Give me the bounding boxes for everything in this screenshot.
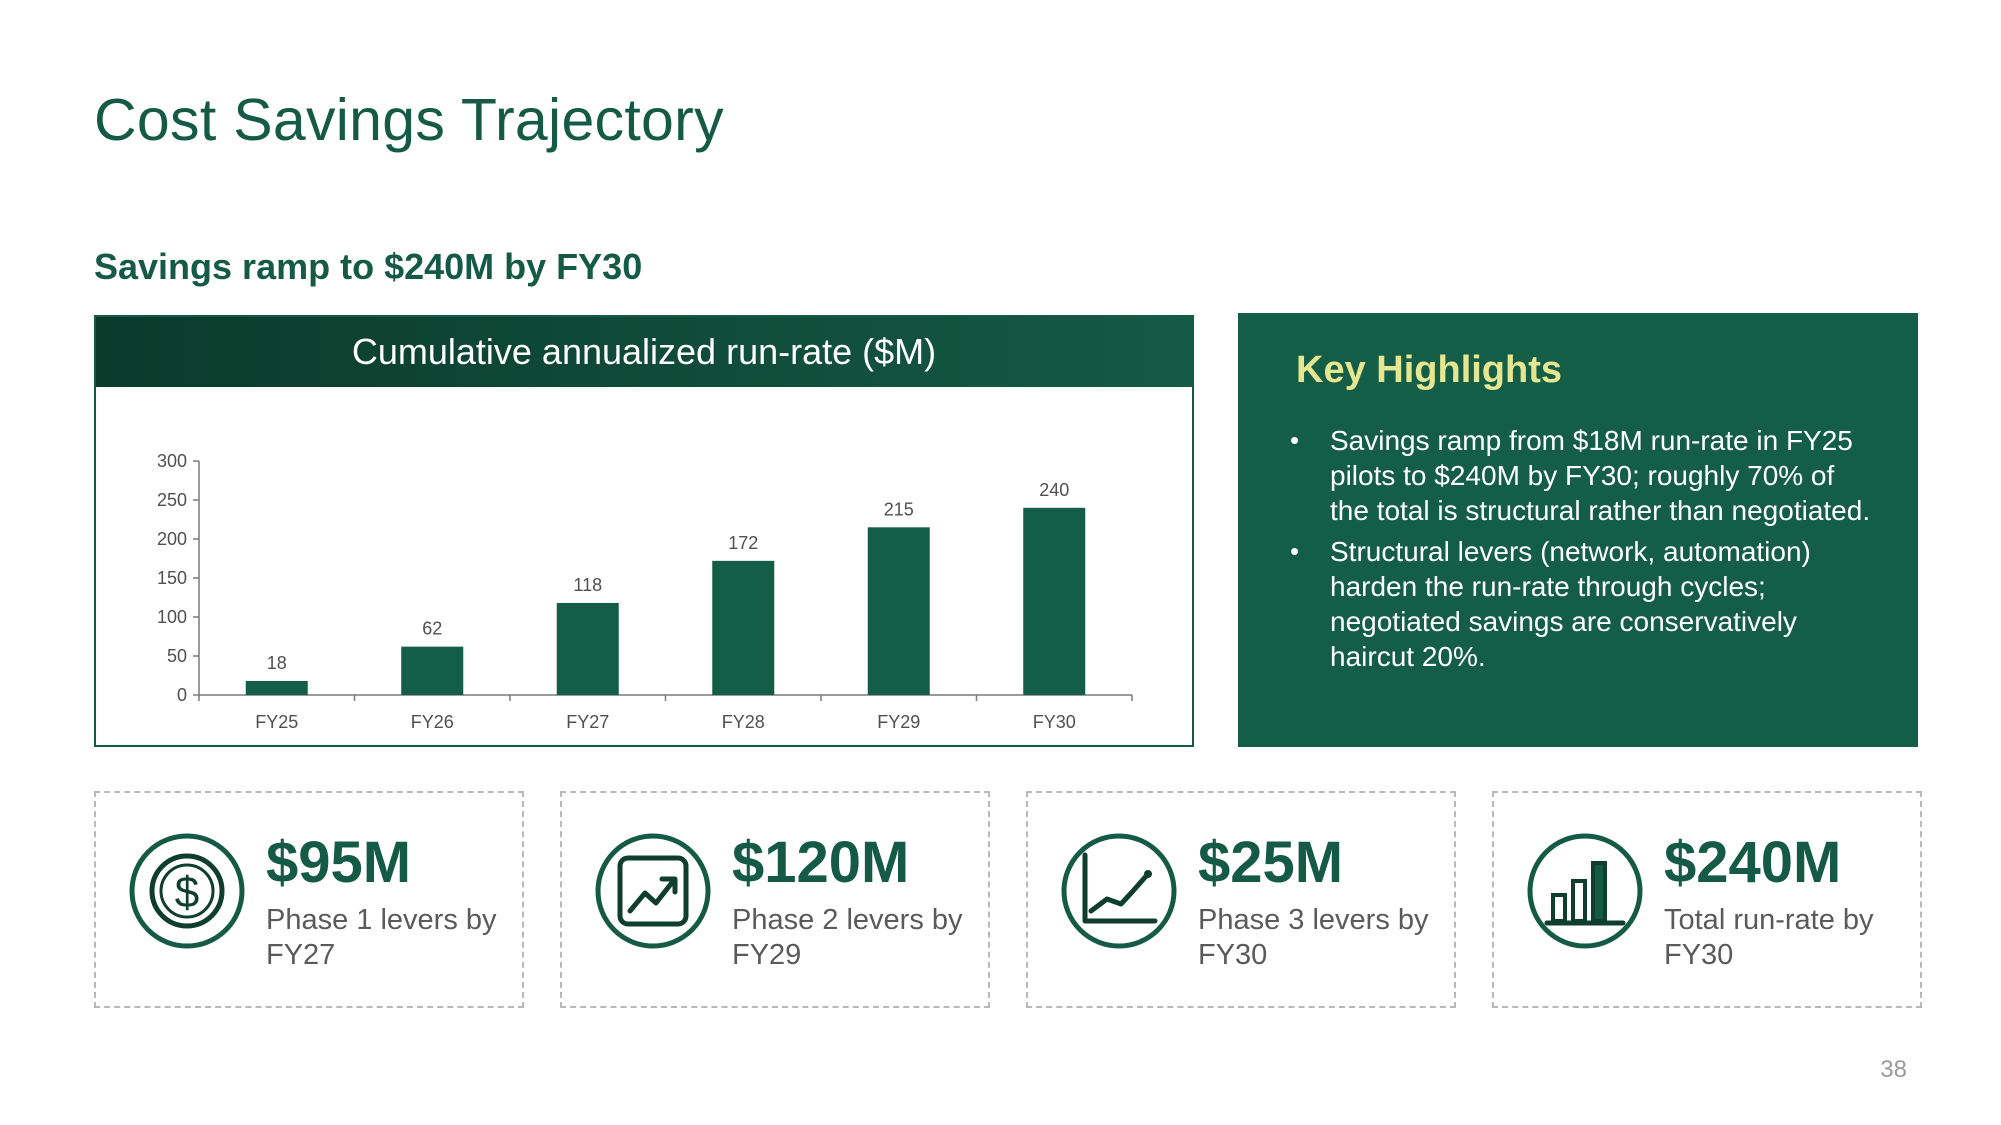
key-highlights-title: Key Highlights <box>1296 349 1563 391</box>
x-tick-label: FY27 <box>566 712 609 732</box>
y-tick-label: 300 <box>157 451 187 471</box>
y-tick-label: 250 <box>157 490 187 510</box>
chart-header: Cumulative annualized run-rate ($M) <box>96 317 1192 387</box>
bar-fy30 <box>1023 507 1086 695</box>
svg-text:$: $ <box>175 868 199 917</box>
bar-chart: 0 50 100 150 200 250 300 18 FY25 62 FY26 118 FY27 172… <box>157 451 1133 732</box>
y-tick-label: 100 <box>157 607 187 627</box>
kpi-label: Phase 2 levers by FY29 <box>732 904 963 971</box>
kpi-value: $120M <box>732 830 910 895</box>
data-label: 172 <box>728 533 758 553</box>
kpi-label: Phase 3 levers by FY30 <box>1198 904 1429 971</box>
kpi-label: Phase 1 levers by FY27 <box>266 904 497 971</box>
kpi-label: Total run-rate by FY30 <box>1664 904 1874 971</box>
trend-up-chart-icon <box>595 833 711 949</box>
bar-fy26 <box>401 646 464 695</box>
kpi-value: $240M <box>1664 830 1842 895</box>
key-highlights-panel: Key Highlights Savings ramp from $18M ru… <box>1238 313 1918 747</box>
kpi-card-total: $240M Total run-rate by FY30 <box>1492 791 1922 1008</box>
dollar-coin-icon: $ <box>129 833 245 949</box>
data-label: 240 <box>1039 480 1069 500</box>
page-number: 38 <box>1880 1056 1907 1083</box>
data-label: 215 <box>884 499 914 519</box>
y-tick-label: 0 <box>177 685 187 705</box>
highlights-list: Savings ramp from $18M run-rate in FY25 … <box>1278 423 1878 680</box>
page-title: Cost Savings Trajectory <box>94 87 724 153</box>
y-tick-label: 150 <box>157 568 187 588</box>
y-tick-label: 200 <box>157 529 187 549</box>
kpi-value: $95M <box>266 830 412 895</box>
x-tick-label: FY29 <box>877 712 920 732</box>
slide-subtitle: Savings ramp to $240M by FY30 <box>94 246 643 287</box>
data-label: 118 <box>573 575 602 595</box>
x-tick-label: FY28 <box>722 712 765 732</box>
highlight-item: Structural levers (network, automation) … <box>1278 534 1878 674</box>
bar-chart-icon <box>1527 833 1643 949</box>
highlight-item: Savings ramp from $18M run-rate in FY25 … <box>1278 423 1878 528</box>
kpi-card-phase-3: $25M Phase 3 levers by FY30 <box>1026 791 1456 1008</box>
y-tick-label: 50 <box>167 646 187 666</box>
kpi-value: $25M <box>1198 830 1344 895</box>
kpi-card-phase-1: $ $95M Phase 1 levers by FY27 <box>94 791 524 1008</box>
bar-fy28 <box>712 560 775 695</box>
data-label: 18 <box>267 653 287 673</box>
x-tick-label: FY30 <box>1033 712 1076 732</box>
data-label: 62 <box>422 619 442 639</box>
line-chart-icon <box>1061 833 1177 949</box>
x-tick-label: FY25 <box>255 712 298 732</box>
bar-fy27 <box>556 602 619 695</box>
kpi-card-phase-2: $120M Phase 2 levers by FY29 <box>560 791 990 1008</box>
bar-fy25 <box>245 680 308 695</box>
chart-panel: Cumulative annualized run-rate ($M) 0 50 1… <box>94 315 1194 747</box>
x-tick-label: FY26 <box>411 712 454 732</box>
bar-fy29 <box>867 527 930 695</box>
